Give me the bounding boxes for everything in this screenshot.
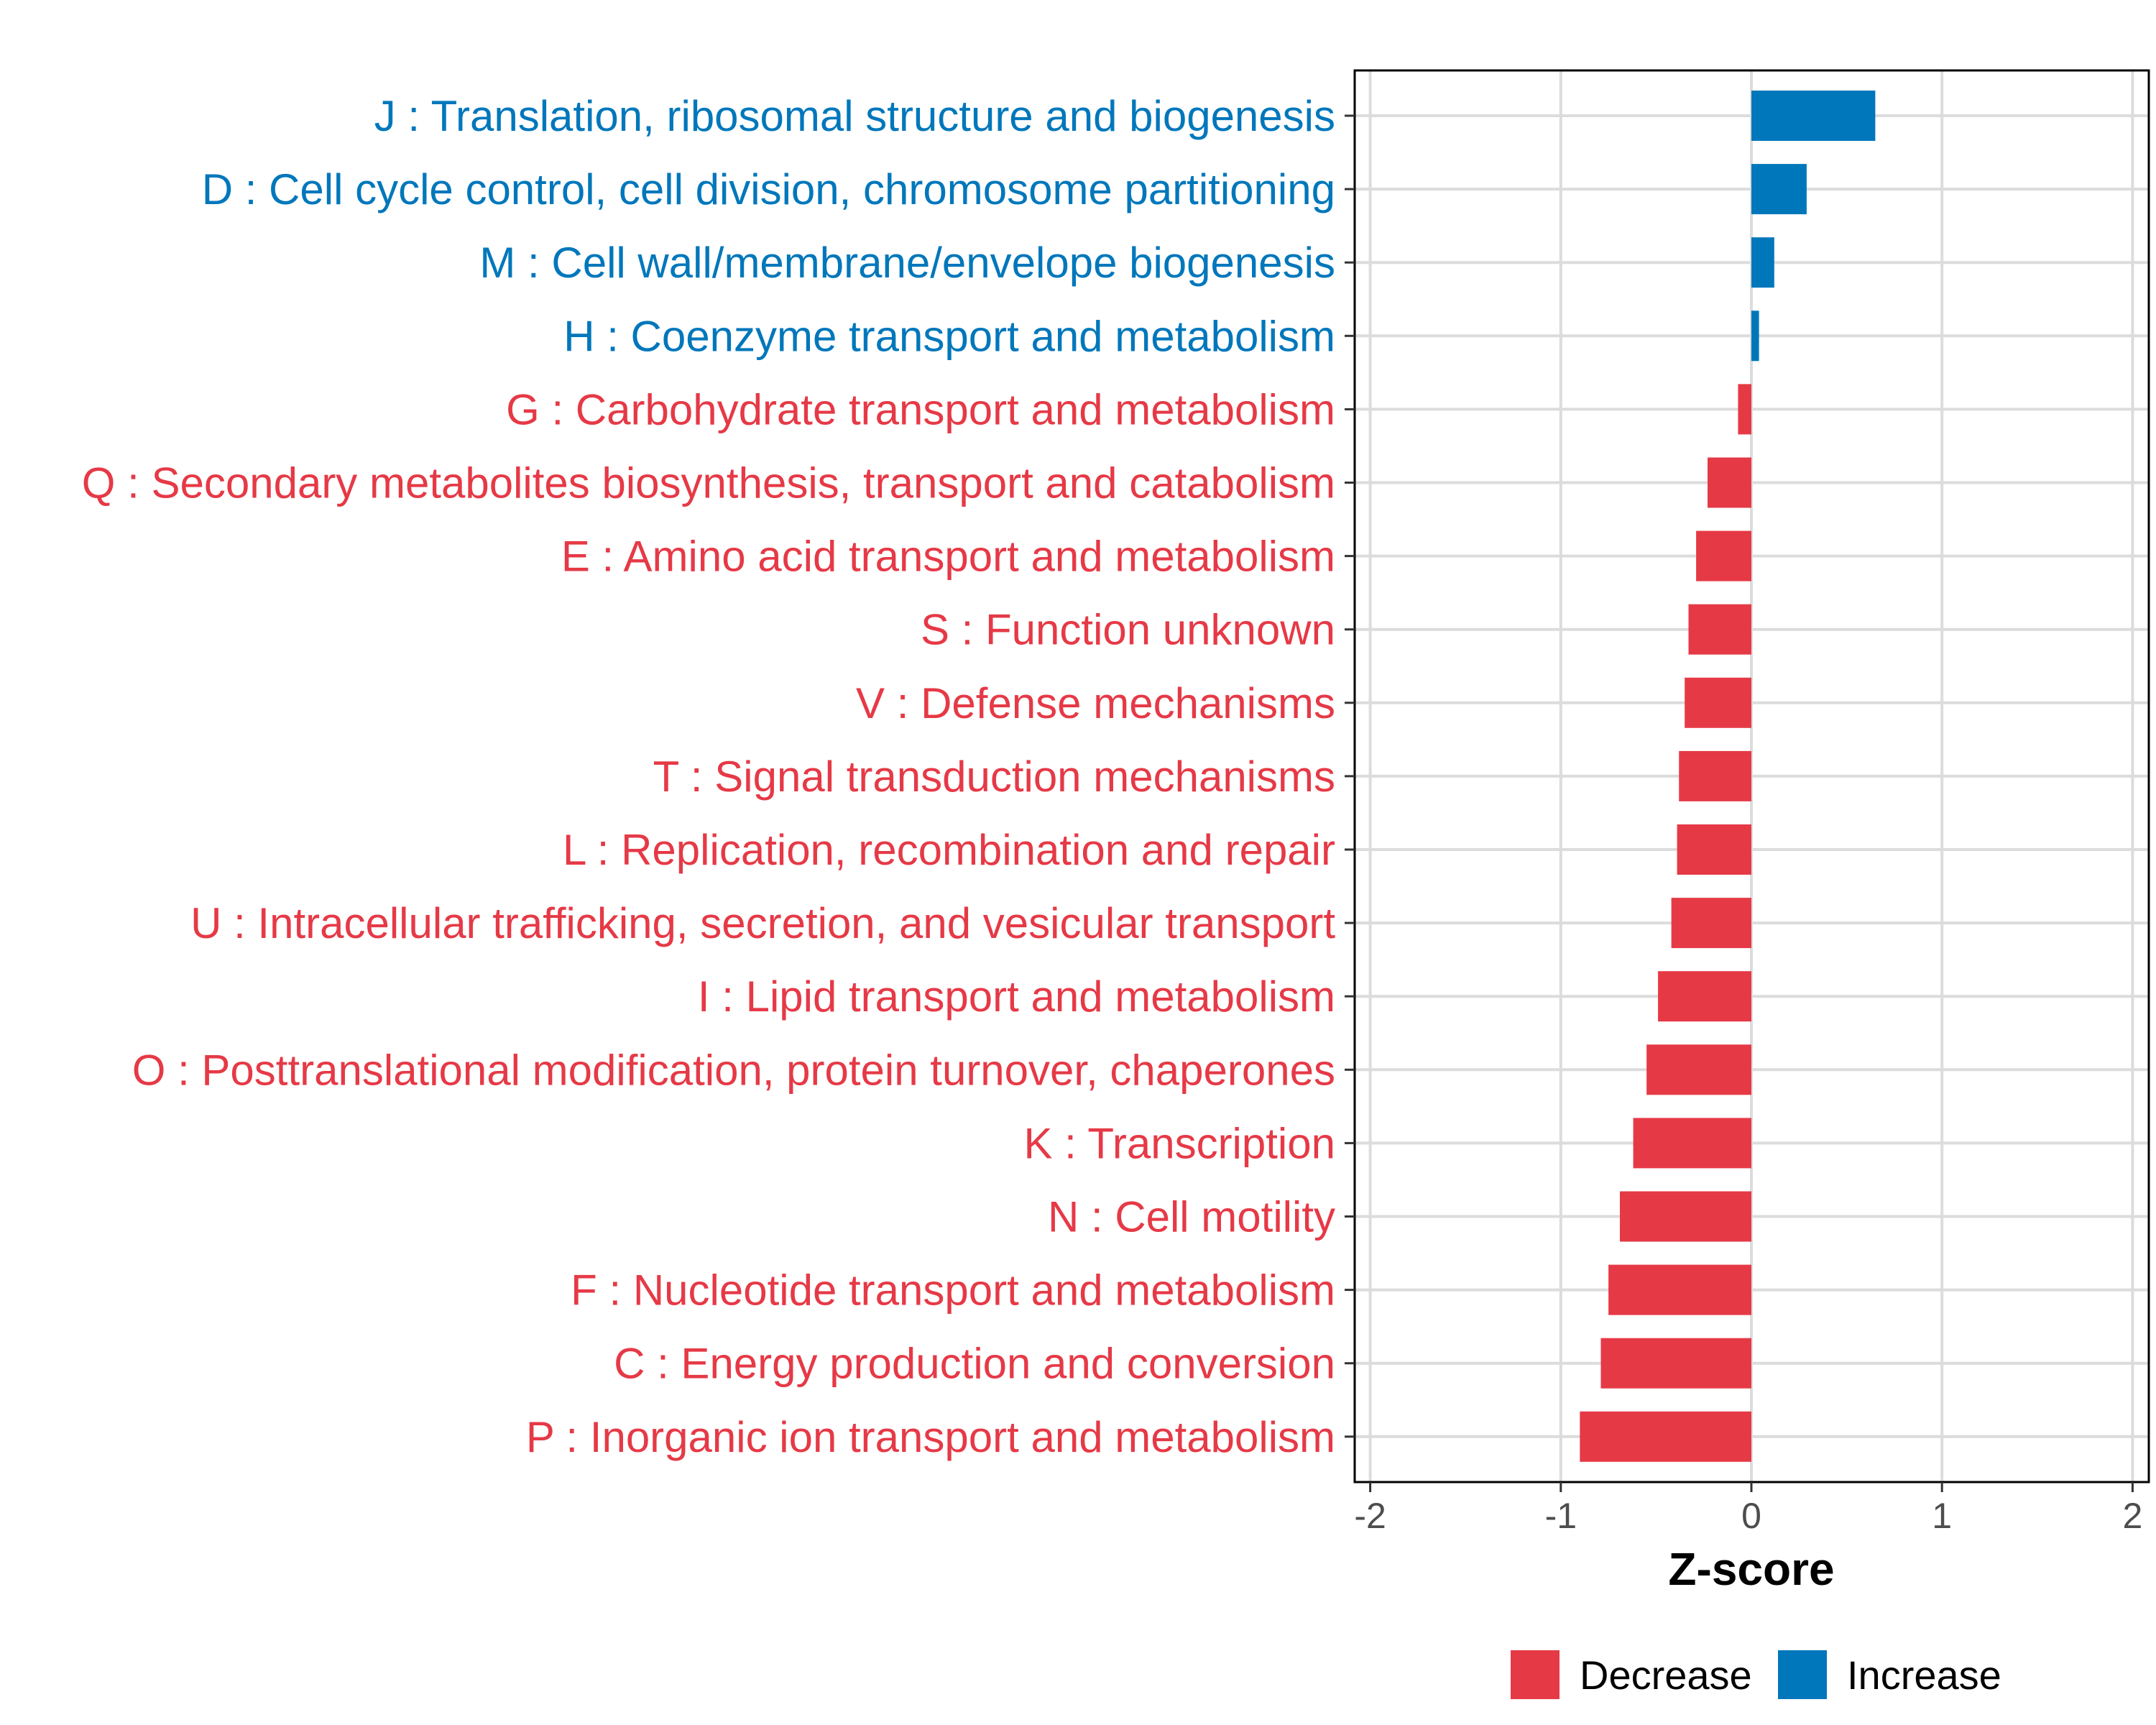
category-label: L : Replication, recombination and repai… <box>563 826 1335 874</box>
bar-u <box>1671 898 1751 949</box>
bar-s <box>1688 604 1751 655</box>
bar-n <box>1620 1191 1751 1242</box>
bar-k <box>1633 1118 1751 1169</box>
bar-c <box>1600 1338 1751 1389</box>
x-tick-label: -2 <box>1354 1496 1386 1536</box>
x-tick-label: -1 <box>1545 1496 1577 1536</box>
bar-o <box>1646 1044 1751 1095</box>
bar-q <box>1708 457 1751 508</box>
category-label: T : Signal transduction mechanisms <box>653 753 1335 801</box>
bar-g <box>1738 384 1751 435</box>
bar-v <box>1685 677 1751 728</box>
legend-swatch-increase <box>1778 1650 1827 1699</box>
x-tick-label: 1 <box>1932 1496 1952 1536</box>
category-label: P : Inorganic ion transport and metaboli… <box>526 1413 1335 1461</box>
bar-m <box>1751 237 1774 288</box>
category-label: S : Function unknown <box>921 606 1335 654</box>
bar-p <box>1580 1411 1751 1462</box>
category-label: G : Carbohydrate transport and metabolis… <box>506 385 1335 433</box>
category-label: D : Cell cycle control, cell division, c… <box>202 165 1335 213</box>
category-label: I : Lipid transport and metabolism <box>698 972 1335 1021</box>
category-labels: J : Translation, ribosomal structure and… <box>82 92 1336 1461</box>
x-axis-title: Z-score <box>1668 1543 1834 1595</box>
category-label: Q : Secondary metabolites biosynthesis, … <box>82 459 1335 507</box>
bar-f <box>1608 1264 1751 1315</box>
bar-d <box>1751 164 1807 215</box>
bars <box>1580 91 1876 1462</box>
category-label: V : Defense mechanisms <box>856 679 1335 727</box>
category-label: U : Intracellular trafficking, secretion… <box>190 899 1335 947</box>
x-tick-label: 2 <box>2122 1496 2142 1536</box>
category-label: J : Translation, ribosomal structure and… <box>374 92 1335 140</box>
x-axis: -2 -1 0 1 2 <box>1354 1482 2142 1536</box>
legend: Decrease Increase <box>1511 1650 2001 1699</box>
bar-t <box>1679 750 1751 801</box>
bar-l <box>1677 824 1751 875</box>
category-label: F : Nucleotide transport and metabolism <box>571 1266 1335 1315</box>
category-label: E : Amino acid transport and metabolism <box>561 533 1335 581</box>
bar-j <box>1751 91 1876 141</box>
category-label: K : Transcription <box>1023 1119 1335 1167</box>
legend-label-increase: Increase <box>1847 1652 2001 1698</box>
category-label: C : Energy production and conversion <box>614 1340 1335 1388</box>
bar-i <box>1658 971 1751 1022</box>
category-label: M : Cell wall/membrane/envelope biogenes… <box>479 239 1335 287</box>
category-label: N : Cell motility <box>1048 1193 1335 1241</box>
legend-swatch-decrease <box>1511 1650 1560 1699</box>
x-tick-label: 0 <box>1741 1496 1761 1536</box>
category-label: H : Coenzyme transport and metabolism <box>563 312 1335 360</box>
bar-e <box>1696 530 1751 581</box>
y-axis-ticks <box>1345 114 1355 1438</box>
legend-label-decrease: Decrease <box>1580 1652 1752 1698</box>
bar-h <box>1751 310 1759 362</box>
grid <box>1355 70 2149 1482</box>
category-label: O : Posttranslational modification, prot… <box>132 1046 1335 1094</box>
